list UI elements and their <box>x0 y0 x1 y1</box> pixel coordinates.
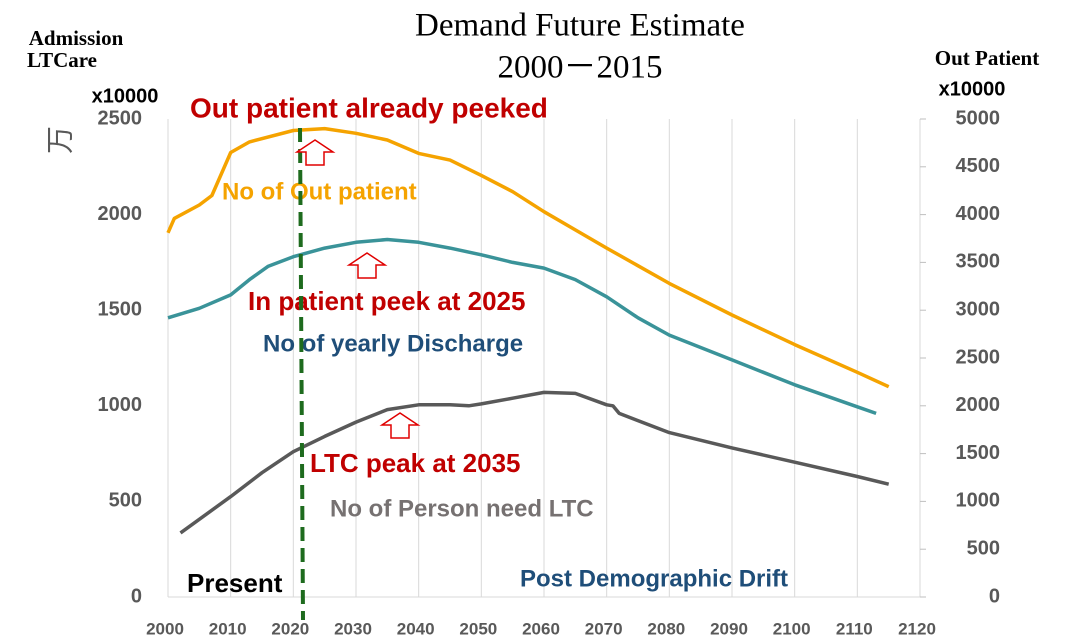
annotation: Present <box>187 568 283 598</box>
x-tick-label: 2050 <box>459 619 497 638</box>
chart-subtitle: 2000－2015 <box>498 50 663 86</box>
arrow <box>346 252 388 279</box>
annotation: No of Out patient <box>222 178 417 205</box>
arrow <box>294 139 336 166</box>
annotation: Post Demographic Drift <box>520 565 788 592</box>
y2-tick-label: 3500 <box>956 251 1001 273</box>
y2-tick-label: 2500 <box>956 346 1001 368</box>
x-tick-label: 2010 <box>209 619 247 638</box>
series-line <box>167 237 877 416</box>
annotation: No of Person need LTC <box>330 495 594 522</box>
y2-tick-label: 3000 <box>956 298 1001 320</box>
x-tick-label: 2100 <box>773 619 811 638</box>
y-tick-label: 2500 <box>98 107 143 129</box>
x-tick-label: 2110 <box>836 619 873 638</box>
y2-axis-unit: x10000 <box>939 78 1006 100</box>
x-tick-label: 2060 <box>522 619 560 638</box>
y2-tick-label: 0 <box>989 585 1000 607</box>
x-tick-label: 2080 <box>647 619 685 638</box>
x-tick-label: 2030 <box>334 619 372 638</box>
chart-title: Demand Future Estimate <box>415 8 745 44</box>
y-axis-label: LTCare <box>27 48 97 72</box>
y-tick-label: 500 <box>109 490 142 512</box>
y2-tick-label: 500 <box>967 537 1000 559</box>
arrow <box>379 412 421 439</box>
series-line <box>166 126 890 389</box>
annotation: Out patient already peeked <box>190 92 548 123</box>
present-line <box>298 127 305 621</box>
y-tick-label: 1500 <box>98 298 143 320</box>
y2-tick-label: 4500 <box>956 155 1001 177</box>
x-tick-label: 2040 <box>397 619 435 638</box>
x-tick-label: 2020 <box>271 619 309 638</box>
annotation: No of yearly Discharge <box>263 330 523 357</box>
x-tick-label: 2070 <box>585 619 623 638</box>
peak-arrows <box>294 139 421 439</box>
x-tick-label: 2120 <box>898 619 936 638</box>
y2-tick-label: 5000 <box>956 107 1001 129</box>
annotation: LTC peak at 2035 <box>310 448 521 478</box>
y2-tick-label: 2000 <box>956 394 1001 416</box>
x-tick-label: 2090 <box>710 619 748 638</box>
y2-axis-label: Out Patient <box>935 46 1039 70</box>
series-line <box>179 390 890 535</box>
x-tick-label: 2000 <box>146 619 184 638</box>
y-axis-label: Admission <box>29 26 124 50</box>
y2-tick-label: 1500 <box>956 442 1001 464</box>
annotation: In patient peek at 2025 <box>248 286 525 316</box>
y2-tick-label: 4000 <box>956 203 1001 225</box>
y-axis-unit-char: 万 <box>44 126 75 154</box>
y-tick-label: 2000 <box>98 203 143 225</box>
y-tick-label: 1000 <box>98 394 143 416</box>
y-axis-unit: x10000 <box>92 85 159 107</box>
y2-tick-label: 1000 <box>956 490 1001 512</box>
y-tick-label: 0 <box>131 585 142 607</box>
